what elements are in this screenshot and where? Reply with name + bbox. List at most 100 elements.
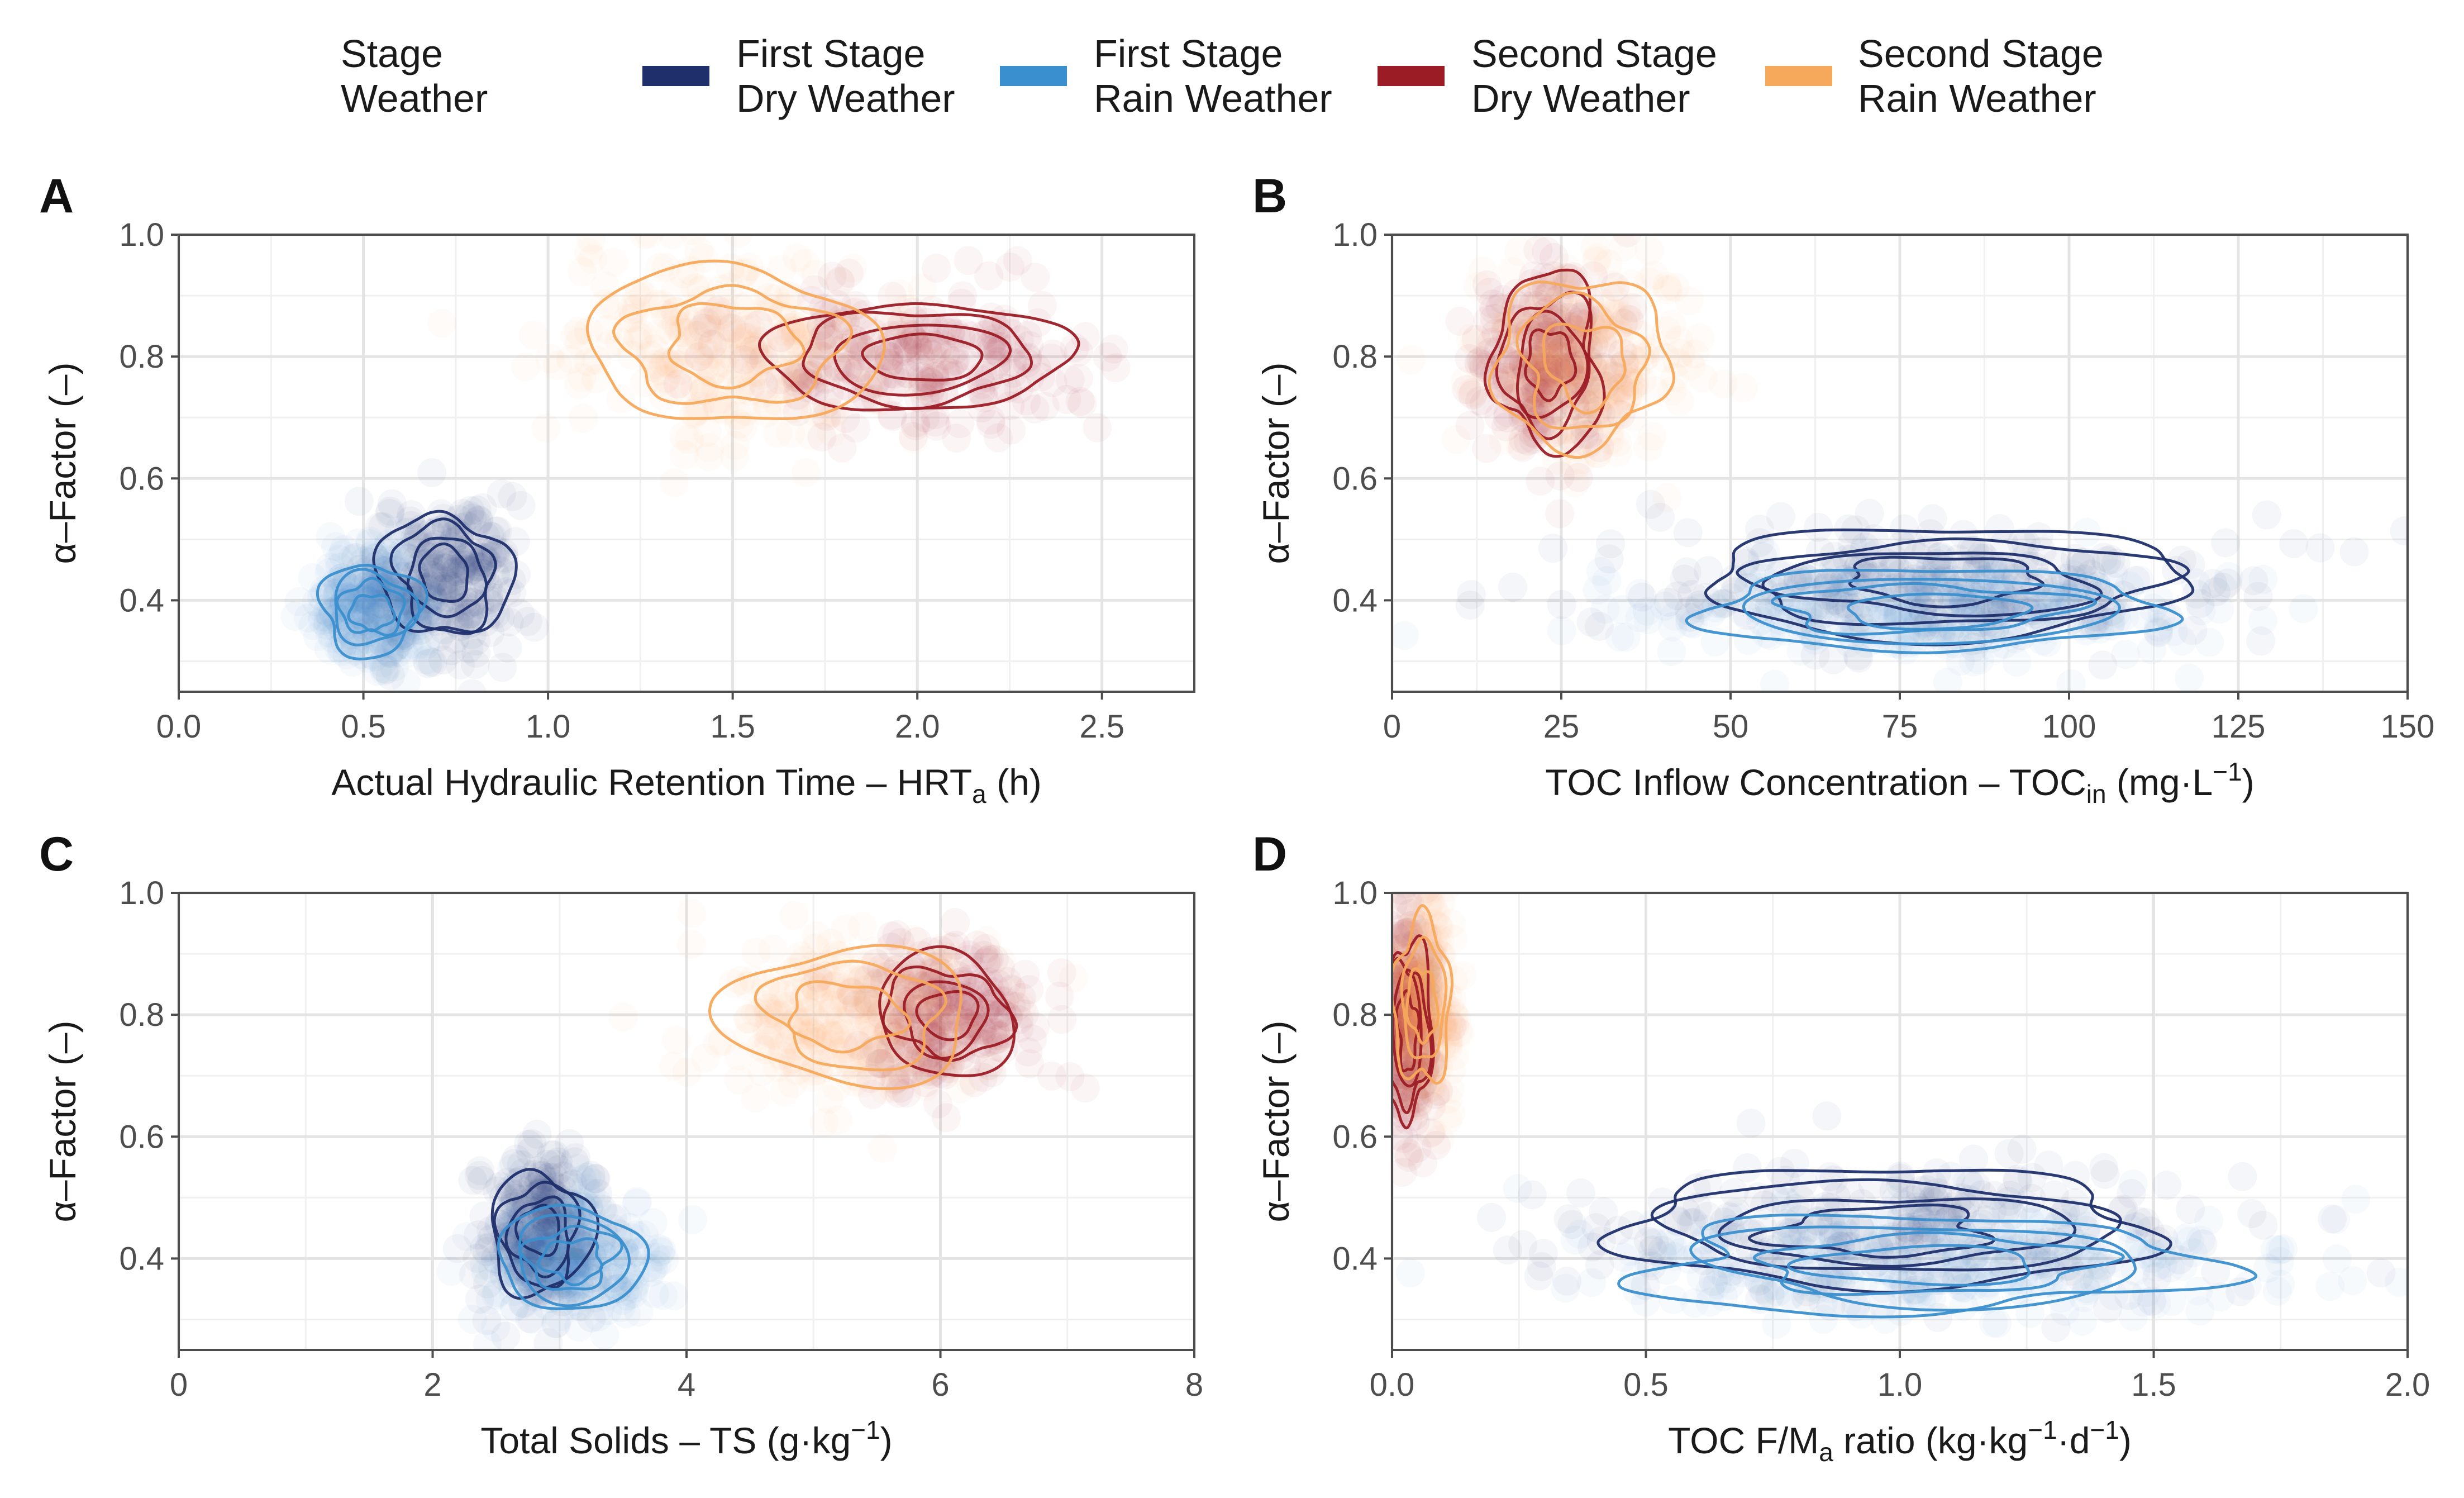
data-point <box>1588 327 1617 357</box>
data-point <box>436 550 466 580</box>
data-point <box>1651 343 1680 373</box>
data-point <box>1468 256 1498 286</box>
data-point <box>940 1004 969 1034</box>
data-point <box>572 1162 602 1192</box>
data-point <box>2137 635 2166 664</box>
data-point <box>1586 315 1616 344</box>
data-point <box>1677 579 1707 609</box>
data-point <box>817 417 846 447</box>
data-point <box>754 283 784 312</box>
data-point <box>923 1089 952 1119</box>
density-contour <box>1846 592 2034 631</box>
data-point <box>472 1306 502 1335</box>
data-point <box>1552 415 1582 445</box>
data-point <box>905 354 935 383</box>
data-point <box>421 550 450 579</box>
data-point <box>631 204 660 233</box>
x-axis-label: TOC F/Ma ratio (kg·kg−1·d−1) <box>1668 1415 2132 1467</box>
data-point <box>811 299 840 329</box>
data-point <box>465 1285 494 1314</box>
data-point <box>929 1011 959 1041</box>
data-point <box>1023 308 1052 337</box>
data-point <box>879 326 908 356</box>
data-point <box>1021 263 1050 292</box>
x-tick-label: 50 <box>1713 708 1749 745</box>
data-point <box>676 339 706 368</box>
x-tick-label: 2 <box>423 1367 441 1403</box>
data-point <box>688 313 718 343</box>
data-point <box>1526 466 1555 496</box>
data-point <box>1853 561 1883 590</box>
data-point <box>1994 1139 2024 1168</box>
data-point <box>441 557 471 586</box>
data-point <box>728 412 758 441</box>
data-point <box>503 1167 532 1197</box>
data-point <box>344 528 373 558</box>
data-point <box>1755 592 1784 621</box>
data-point <box>1962 555 1991 584</box>
data-point <box>1555 353 1584 382</box>
data-point <box>1533 339 1563 368</box>
data-point <box>1593 249 1623 279</box>
y-axis-label: α–Factor (–) <box>42 1021 83 1223</box>
data-point <box>1708 369 1738 399</box>
data-point <box>629 281 659 311</box>
data-point <box>997 415 1026 445</box>
data-point <box>1362 1036 1391 1065</box>
data-point <box>974 1050 1004 1080</box>
data-point <box>814 320 843 349</box>
data-point <box>539 1163 569 1192</box>
data-point <box>1958 647 1988 677</box>
data-point <box>2182 579 2212 609</box>
data-point <box>515 1304 545 1333</box>
data-point <box>507 1150 536 1180</box>
data-point <box>1633 432 1663 462</box>
data-point <box>1575 374 1604 404</box>
data-point <box>807 341 837 371</box>
data-point <box>578 1242 607 1272</box>
data-point <box>735 331 765 360</box>
data-point <box>1030 392 1060 421</box>
data-point <box>1599 362 1628 391</box>
data-point <box>468 493 497 522</box>
data-point <box>1013 342 1042 372</box>
data-point <box>347 585 376 614</box>
data-point <box>1000 348 1030 377</box>
data-point <box>1099 334 1128 364</box>
data-point <box>444 604 474 634</box>
data-point <box>344 584 373 614</box>
data-point <box>377 489 407 519</box>
data-point <box>363 657 392 686</box>
data-point <box>1964 625 1994 654</box>
data-point <box>540 1140 569 1169</box>
data-point <box>439 527 468 557</box>
data-point <box>2248 606 2277 635</box>
data-point <box>2067 1306 2097 1336</box>
data-point <box>1018 1024 1047 1054</box>
data-point <box>802 321 831 350</box>
plot-frame <box>178 234 1195 693</box>
data-point <box>1621 355 1651 384</box>
data-point <box>1515 316 1545 345</box>
x-tick-label: 0.5 <box>1623 1367 1669 1403</box>
data-point <box>1585 612 1614 641</box>
y-tick-label: 0.6 <box>119 460 164 497</box>
y-tick-label: 1.0 <box>119 875 164 911</box>
data-point <box>464 1220 493 1250</box>
data-point <box>903 329 932 358</box>
data-point <box>1592 566 1622 596</box>
data-point <box>1472 434 1502 463</box>
data-point <box>1355 930 1384 959</box>
data-point <box>631 1234 660 1264</box>
data-point <box>884 367 913 396</box>
series-fs_rain-contours <box>316 564 428 661</box>
legend-label-fs-rain-1: First Stage <box>1094 32 1283 75</box>
data-point <box>599 1263 628 1293</box>
data-point <box>577 1241 607 1271</box>
data-point <box>790 373 820 402</box>
data-point <box>1672 557 1702 587</box>
data-point <box>1508 432 1537 462</box>
data-point <box>661 308 690 338</box>
data-point <box>347 586 377 615</box>
